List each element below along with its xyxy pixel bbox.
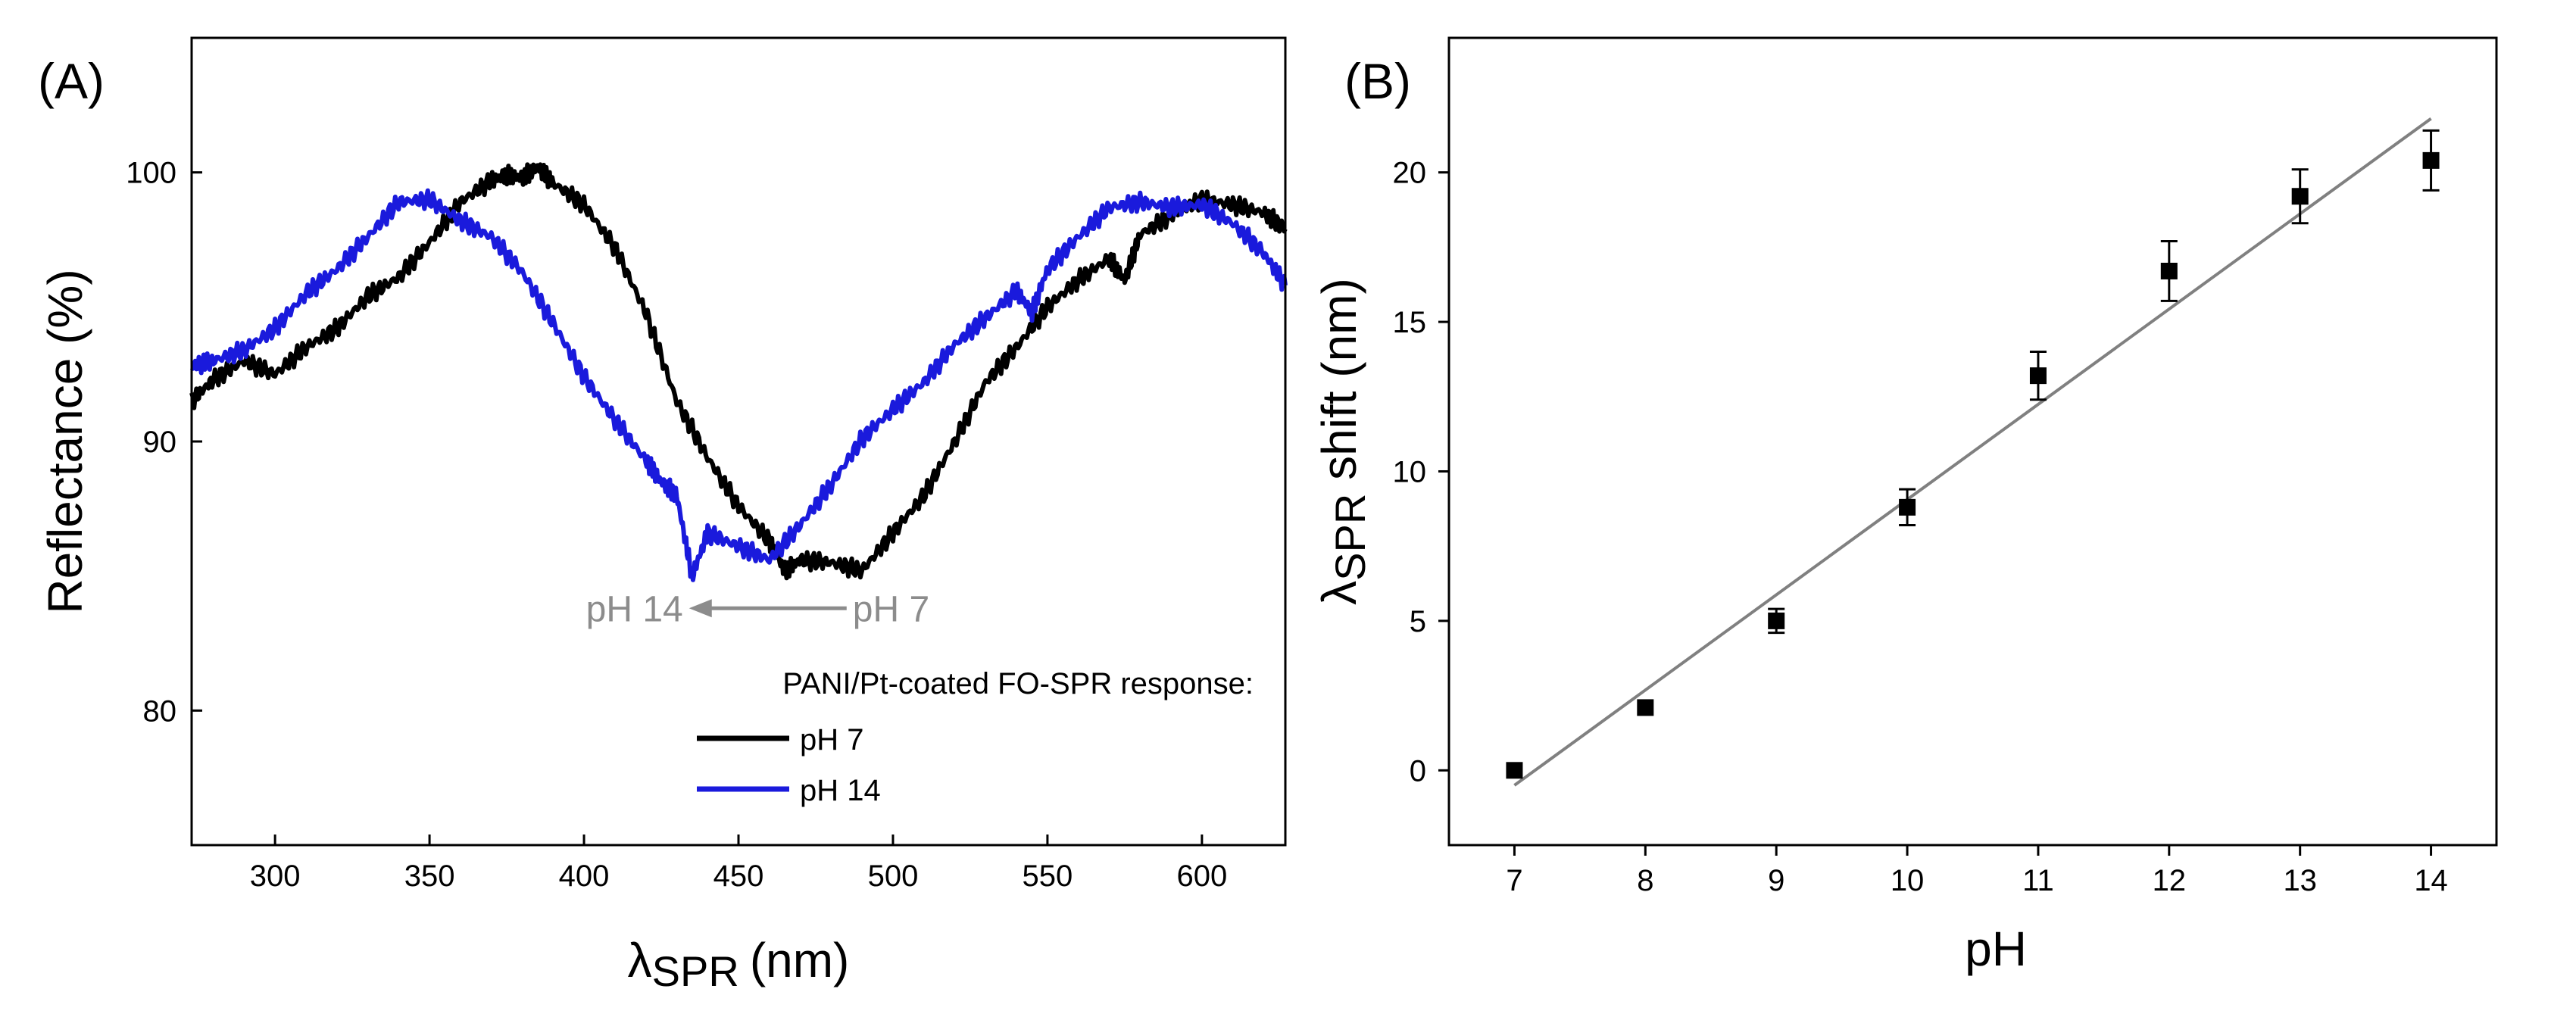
- x-tick-label: 300: [250, 859, 301, 893]
- panel-b-x-ticks: 7 8 9 10 11 12 13 14: [1506, 845, 2448, 897]
- x-tick-label: 600: [1176, 859, 1227, 893]
- panel-b-fit-line-group: [1513, 117, 2432, 787]
- x-tick-label: 14: [2414, 864, 2448, 897]
- x-tick-label: 7: [1506, 864, 1522, 897]
- point-marker: [1899, 498, 1916, 516]
- panel-b-points-group: [1506, 129, 2440, 779]
- panel-a-y-ticks: 80 90 100: [126, 157, 202, 728]
- point-marker: [2029, 367, 2047, 385]
- panel-b-y-ticks: 0 5 10 15 20: [1393, 157, 1449, 788]
- x-tick-label: 9: [1768, 864, 1784, 897]
- panel-a: (A) 300 350 400 450 500 550 600 80 90 100 pH 7 p…: [38, 36, 1288, 995]
- panel-a-x-ticks: 300 350 400 450 500 550 600: [250, 835, 1227, 893]
- y-tick-label: 15: [1393, 306, 1427, 339]
- point-marker: [2160, 262, 2178, 279]
- y-tick-label: 10: [1393, 455, 1427, 488]
- panel-a-y-axis-label: Reflectance (%): [38, 269, 92, 613]
- panel-b-y-axis-label: λSPR shift (nm): [1312, 278, 1374, 605]
- panel-a-shift-arrow: [688, 599, 847, 618]
- y-tick-label: 90: [143, 426, 177, 459]
- point-marker: [2291, 188, 2309, 205]
- x-tick-label: 11: [2022, 864, 2054, 897]
- data-point: [2029, 351, 2047, 401]
- y-tick-label: 5: [1410, 605, 1426, 638]
- y-tick-label: 0: [1410, 754, 1426, 788]
- x-tick-label: 8: [1637, 864, 1653, 897]
- point-marker: [1768, 612, 1785, 629]
- x-tick-label: 12: [2153, 864, 2187, 897]
- data-point: [2291, 168, 2309, 225]
- y-tick-label: 80: [143, 694, 177, 728]
- panel-b: (B) 7 8 9 10 11 12 13 14 0 5 10 15 20 pH λSPR shift…: [1312, 36, 2498, 976]
- data-point: [1768, 607, 1785, 635]
- point-marker: [2422, 151, 2440, 169]
- legend-label-ph7: pH 7: [800, 723, 864, 757]
- panel-b-x-axis-label: pH: [1965, 922, 2027, 976]
- series-line-ph7: [189, 162, 1288, 581]
- linear-fit-line: [1513, 117, 2432, 787]
- x-tick-label: 450: [713, 859, 764, 893]
- data-point: [1637, 699, 1654, 716]
- data-point: [2422, 129, 2440, 192]
- arrow-head: [688, 599, 712, 618]
- data-point: [2160, 239, 2178, 302]
- x-tick-label: 400: [559, 859, 610, 893]
- data-point: [1506, 762, 1523, 779]
- panel-a-series-group: [189, 162, 1288, 582]
- panel-a-x-axis-label: λSPR (nm): [628, 933, 850, 995]
- legend-title: PANI/Pt-coated FO-SPR response:: [782, 667, 1254, 700]
- x-tick-label: 500: [868, 859, 919, 893]
- x-tick-label: 13: [2283, 864, 2317, 897]
- x-tick-label: 10: [1891, 864, 1925, 897]
- x-tick-label: 350: [404, 859, 455, 893]
- x-tick-label: 550: [1023, 859, 1073, 893]
- y-tick-label: 20: [1393, 157, 1427, 190]
- legend-label-ph14: pH 14: [800, 774, 881, 807]
- series-line-ph14: [189, 188, 1288, 582]
- panel-a-label: (A): [38, 53, 105, 109]
- panel-b-plot-frame: [1447, 36, 2498, 847]
- arrow-from-label: pH 7: [853, 589, 929, 629]
- y-tick-label: 100: [126, 157, 176, 190]
- data-point: [1899, 488, 1916, 527]
- panel-b-label: (B): [1344, 53, 1411, 109]
- panel-a-plot-frame: [190, 36, 1287, 847]
- point-marker: [1637, 699, 1654, 716]
- arrow-to-label: pH 14: [586, 589, 683, 629]
- point-marker: [1506, 762, 1523, 779]
